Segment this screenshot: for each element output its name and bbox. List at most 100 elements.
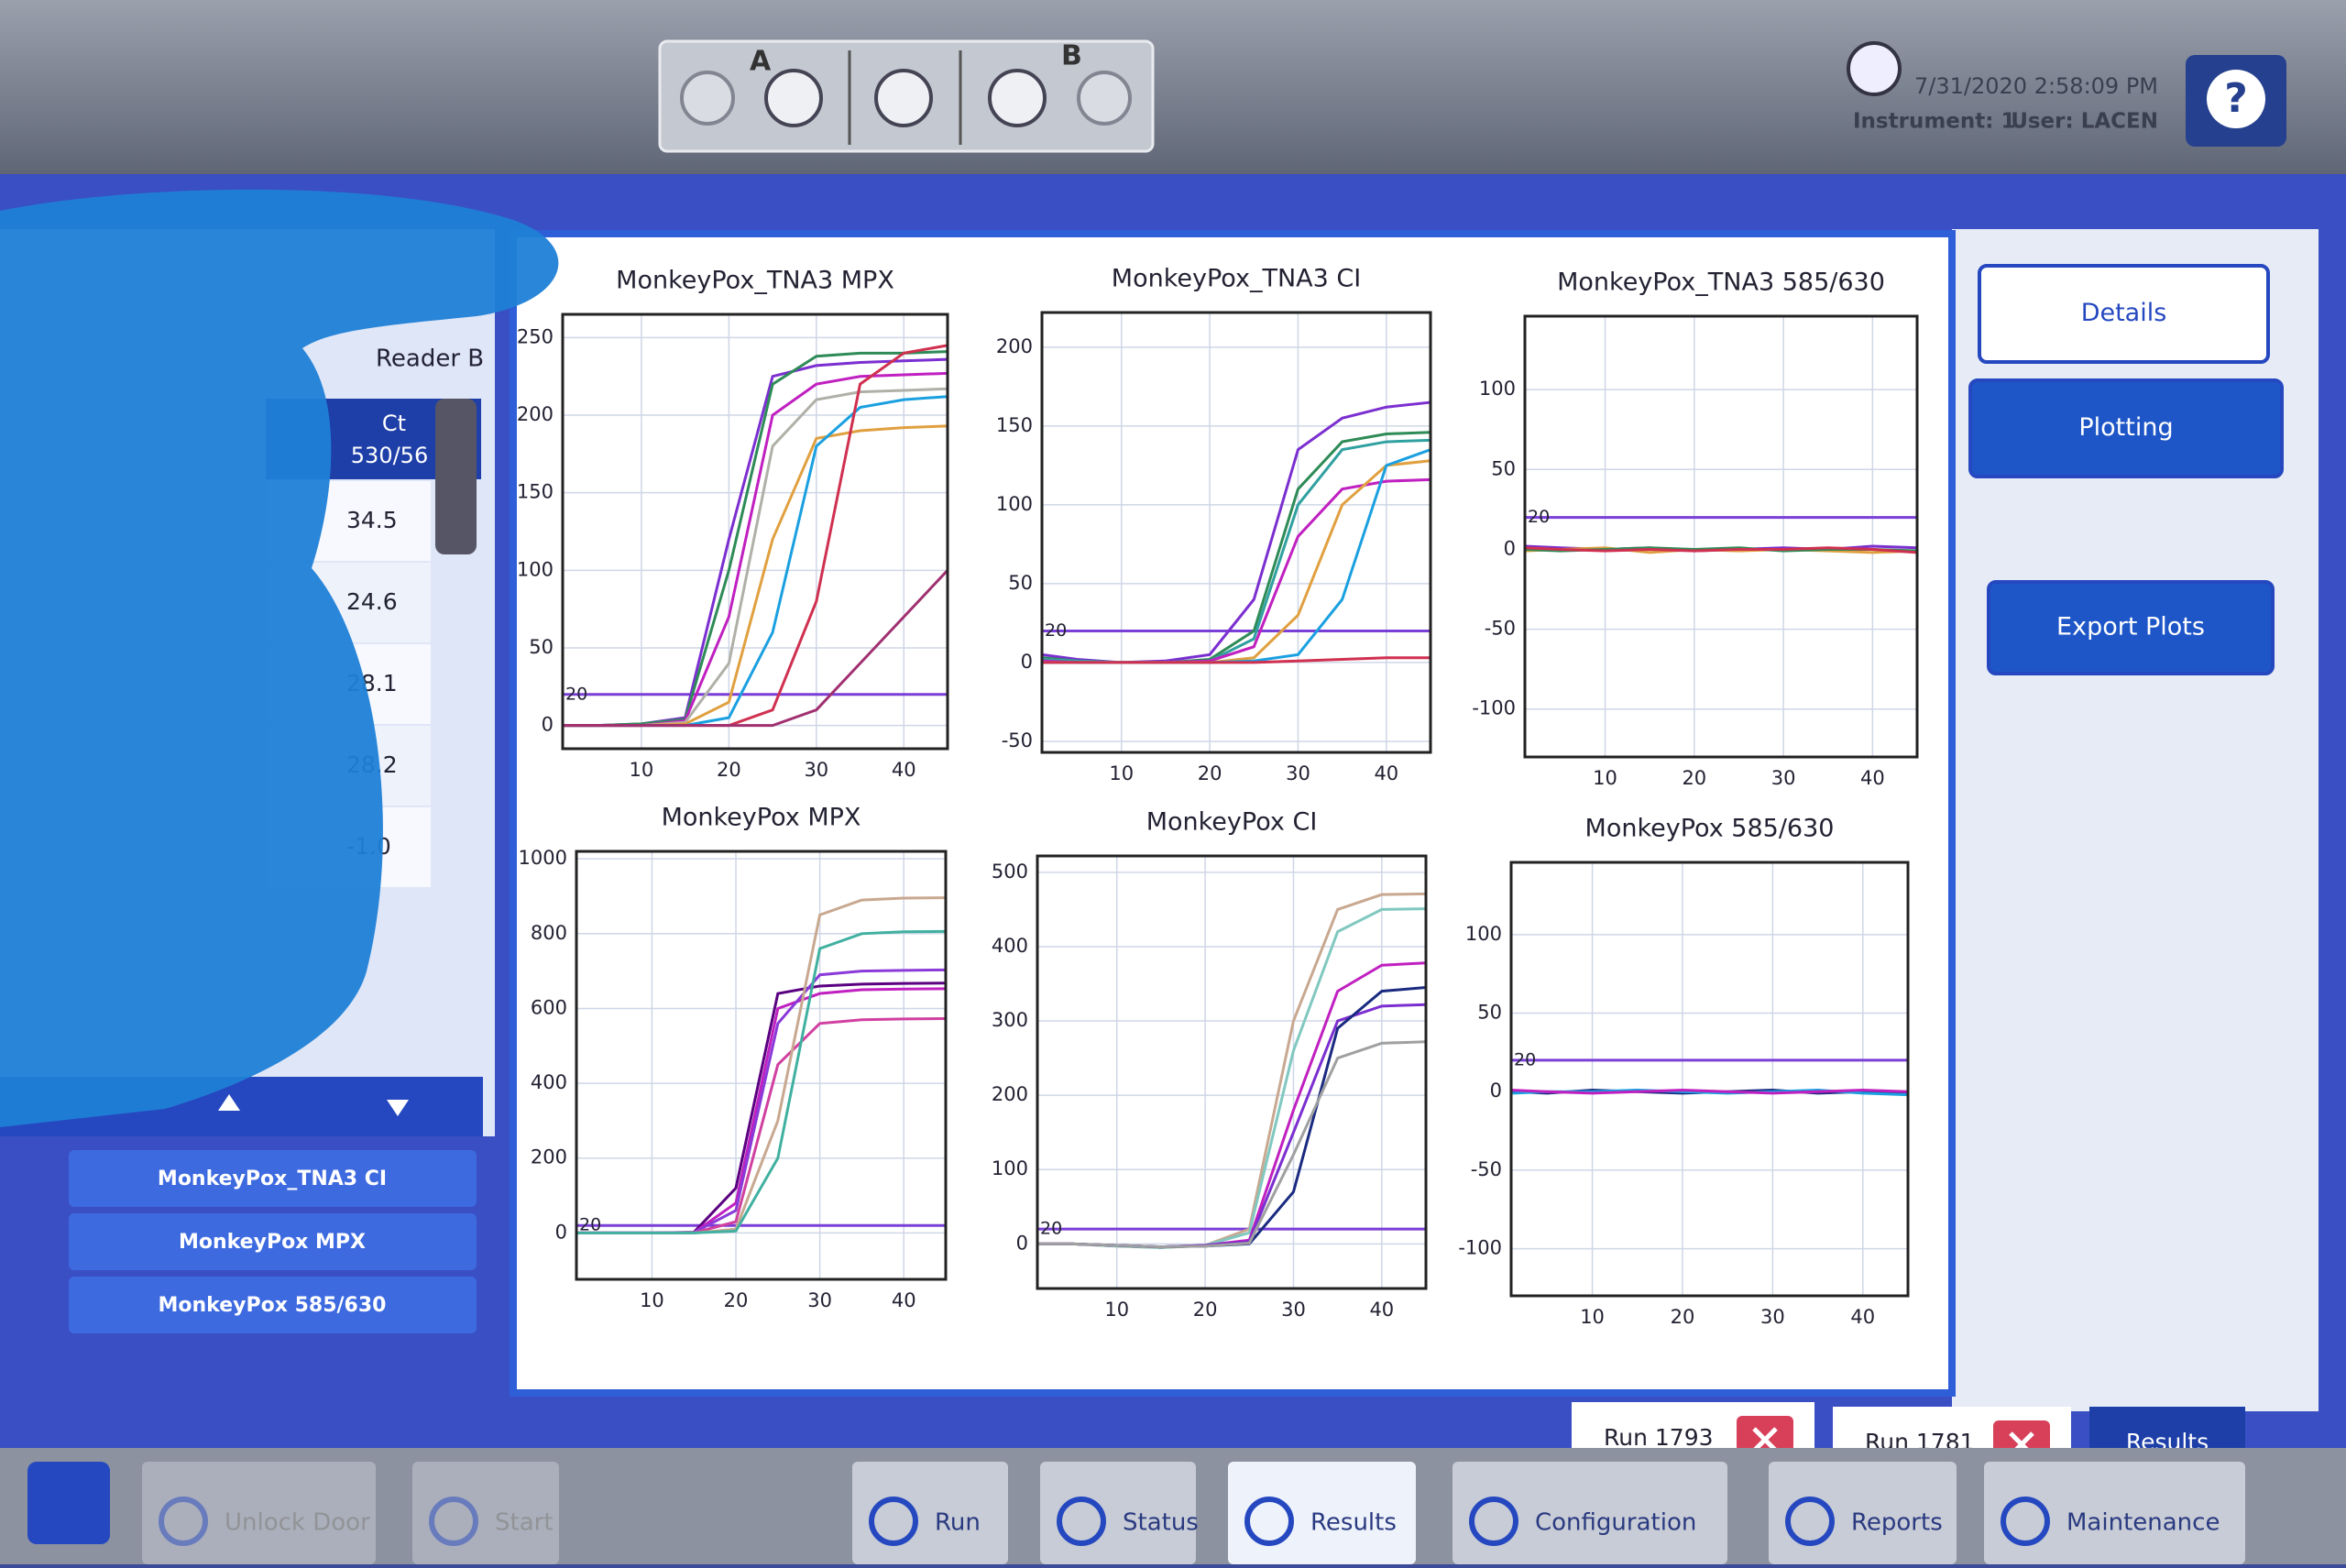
x-tick-label: 20: [1193, 1299, 1218, 1321]
close-icon: [1752, 1427, 1778, 1453]
target-button[interactable]: [69, 1213, 477, 1270]
instrument: Instrument: 1: [1853, 110, 2015, 134]
x-tick-label: 40: [1860, 767, 1885, 789]
nav-button[interactable]: [1984, 1462, 2245, 1564]
nav-button[interactable]: [1228, 1462, 1416, 1564]
x-tick-label: 30: [1281, 1299, 1306, 1321]
x-tick-label: 30: [804, 759, 828, 781]
help-circle: [2207, 70, 2265, 128]
threshold-label: 20: [1514, 1049, 1536, 1069]
nav-icon: [159, 1497, 208, 1546]
x-tick-label: 30: [1760, 1306, 1785, 1328]
target-label: MonkeyPox_TNA3 CI: [158, 1168, 387, 1190]
y-tick-label: 800: [531, 922, 567, 944]
nav-icon: [1469, 1497, 1518, 1546]
side-label: Export Plots: [2056, 613, 2205, 641]
side-button[interactable]: [1968, 378, 2284, 478]
x-tick-label: 30: [1286, 762, 1310, 784]
threshold-label: 20: [579, 1215, 601, 1235]
side-button[interactable]: [1978, 264, 2270, 364]
curve: [563, 569, 949, 728]
curve: [1524, 546, 1918, 554]
chart-title: MonkeyPox CI: [1146, 808, 1318, 837]
x-tick-label: 20: [1198, 762, 1222, 784]
nav-label: Status: [1123, 1509, 1199, 1537]
scrollbar[interactable]: [435, 399, 477, 554]
x-tick-label: 40: [1369, 1299, 1394, 1321]
plot-frame: [575, 850, 948, 1281]
nav-label: Start: [495, 1509, 554, 1537]
chart-title: MonkeyPox 585/630: [1585, 815, 1835, 843]
datetime: 7/31/2020 2:58:09 PM: [1914, 73, 2158, 99]
x-tick-label: 10: [1104, 1299, 1129, 1321]
side-button[interactable]: [1987, 580, 2275, 675]
nav-button[interactable]: [1453, 1462, 1727, 1564]
y-tick-label: 50: [1477, 1002, 1502, 1024]
curve: [1037, 1040, 1427, 1249]
reader: Reader B: [376, 345, 484, 373]
y-tick-label: 200: [996, 335, 1033, 357]
x-tick-label: 40: [892, 1289, 916, 1311]
threshold-label: 20: [1045, 620, 1067, 641]
nav-label: Results: [1310, 1509, 1397, 1537]
plot-frame: [1036, 854, 1428, 1290]
help-label: ?: [2224, 75, 2248, 122]
x-tick-label: 30: [1771, 767, 1796, 789]
nav-button[interactable]: [1769, 1462, 1957, 1564]
y-tick-label: 400: [992, 935, 1028, 957]
y-tick-label: 150: [996, 414, 1033, 436]
curve: [1042, 656, 1431, 664]
y-tick-label: 300: [992, 1009, 1028, 1031]
x-tick-label: 10: [1109, 762, 1134, 784]
y-tick-label: 100: [1479, 378, 1516, 400]
table-value: 24.6: [346, 588, 398, 615]
chart-title: MonkeyPox_TNA3 585/630: [1557, 269, 1885, 297]
x-tick-label: 20: [724, 1289, 749, 1311]
x-tick-label: 40: [1374, 762, 1398, 784]
nav-icon: [1057, 1497, 1106, 1546]
y-tick-label: -50: [1471, 1158, 1502, 1180]
y-tick-label: 400: [531, 1071, 567, 1093]
x-tick-label: 30: [807, 1289, 832, 1311]
y-tick-label: 0: [1490, 1080, 1502, 1102]
y-tick-label: 200: [531, 1146, 567, 1168]
y-tick-label: 50: [1491, 457, 1516, 479]
table-value: 34.5: [346, 507, 398, 533]
side-label: Plotting: [2078, 413, 2173, 442]
y-tick-label: 0: [542, 714, 554, 736]
nav-icon: [429, 1497, 478, 1546]
side-label: Details: [2081, 299, 2167, 327]
x-tick-label: 10: [630, 759, 654, 781]
threshold-label: 20: [1040, 1219, 1062, 1239]
y-tick-label: 100: [996, 493, 1033, 515]
y-tick-label: -50: [1002, 729, 1033, 751]
x-tick-label: 20: [717, 759, 741, 781]
x-tick-label: 20: [1671, 1306, 1695, 1328]
y-tick-label: 250: [517, 325, 554, 347]
nav-label: Configuration: [1535, 1509, 1696, 1537]
slot-a: A: [750, 46, 772, 78]
y-tick-label: 500: [992, 861, 1028, 883]
nav-icon: [2001, 1497, 2050, 1546]
nav-button[interactable]: [852, 1462, 1008, 1564]
y-tick-label: 0: [555, 1221, 567, 1243]
nav-label: Reports: [1851, 1509, 1943, 1537]
plot-frame: [561, 313, 949, 751]
nav-button[interactable]: [412, 1462, 559, 1564]
nav-icon: [869, 1497, 918, 1546]
nav-icon: [1244, 1497, 1294, 1546]
run-tab-label: Run 1793: [1604, 1424, 1714, 1451]
target-label: MonkeyPox MPX: [179, 1231, 366, 1254]
nav-button[interactable]: [1040, 1462, 1196, 1564]
curve: [1510, 1088, 1909, 1095]
toolbar-icons: [680, 69, 1132, 127]
target-button[interactable]: [69, 1277, 477, 1333]
table-header-cell: 530/56: [351, 443, 428, 468]
glove: [0, 189, 559, 1127]
chart-title: MonkeyPox_TNA3 MPX: [616, 267, 894, 295]
target-button[interactable]: [69, 1150, 477, 1207]
y-tick-label: 200: [517, 403, 554, 425]
keyboard-button[interactable]: [27, 1462, 110, 1544]
x-tick-label: 20: [1682, 767, 1706, 789]
